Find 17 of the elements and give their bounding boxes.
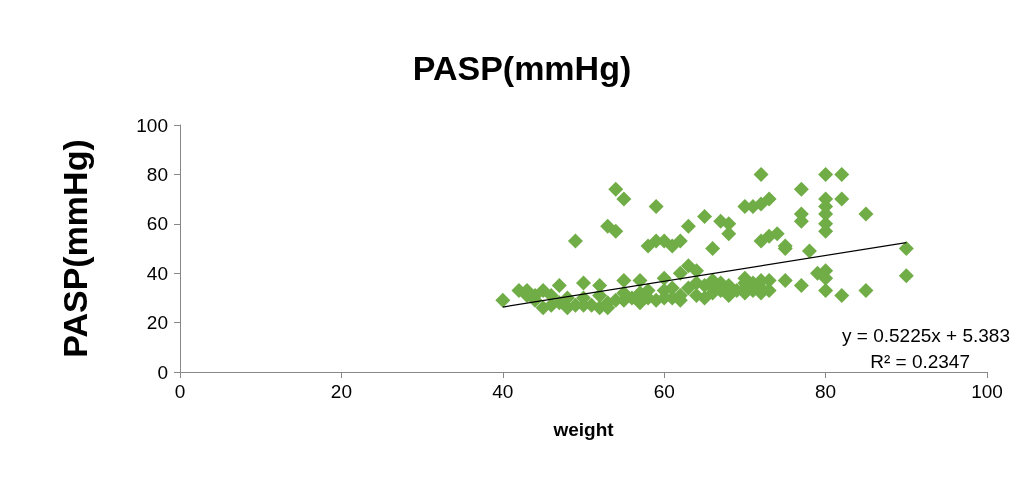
x-tick-label: 20 bbox=[330, 381, 352, 402]
y-axis-title: PASP(mmHg) bbox=[56, 139, 94, 358]
x-tick-label: 100 bbox=[971, 381, 1003, 402]
y-tick-label: 40 bbox=[146, 262, 168, 284]
x-tick-label: 80 bbox=[815, 381, 837, 402]
y-tick-label: 60 bbox=[146, 213, 168, 235]
chart-title: PASP(mmHg) bbox=[412, 49, 632, 87]
y-tick-label: 100 bbox=[136, 114, 168, 136]
x-tick-label: 40 bbox=[492, 381, 514, 402]
annotation: R² = 0.2347 bbox=[870, 351, 971, 372]
x-tick-label: 60 bbox=[653, 381, 675, 402]
x-tick-label: 0 bbox=[174, 381, 186, 402]
y-tick-label: 20 bbox=[146, 312, 168, 334]
x-axis-title: weight bbox=[552, 419, 615, 440]
y-tick-label: 0 bbox=[157, 361, 168, 383]
annotation: y = 0.5225x + 5.383 bbox=[842, 325, 1010, 346]
y-tick-label: 80 bbox=[146, 163, 168, 185]
